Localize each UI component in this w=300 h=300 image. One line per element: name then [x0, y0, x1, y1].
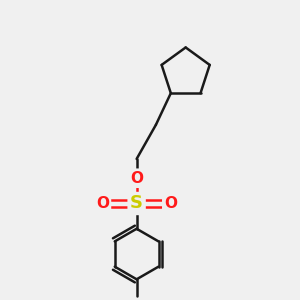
Text: O: O: [164, 196, 177, 211]
Text: O: O: [96, 196, 109, 211]
Text: S: S: [130, 194, 143, 212]
Text: O: O: [130, 171, 143, 186]
